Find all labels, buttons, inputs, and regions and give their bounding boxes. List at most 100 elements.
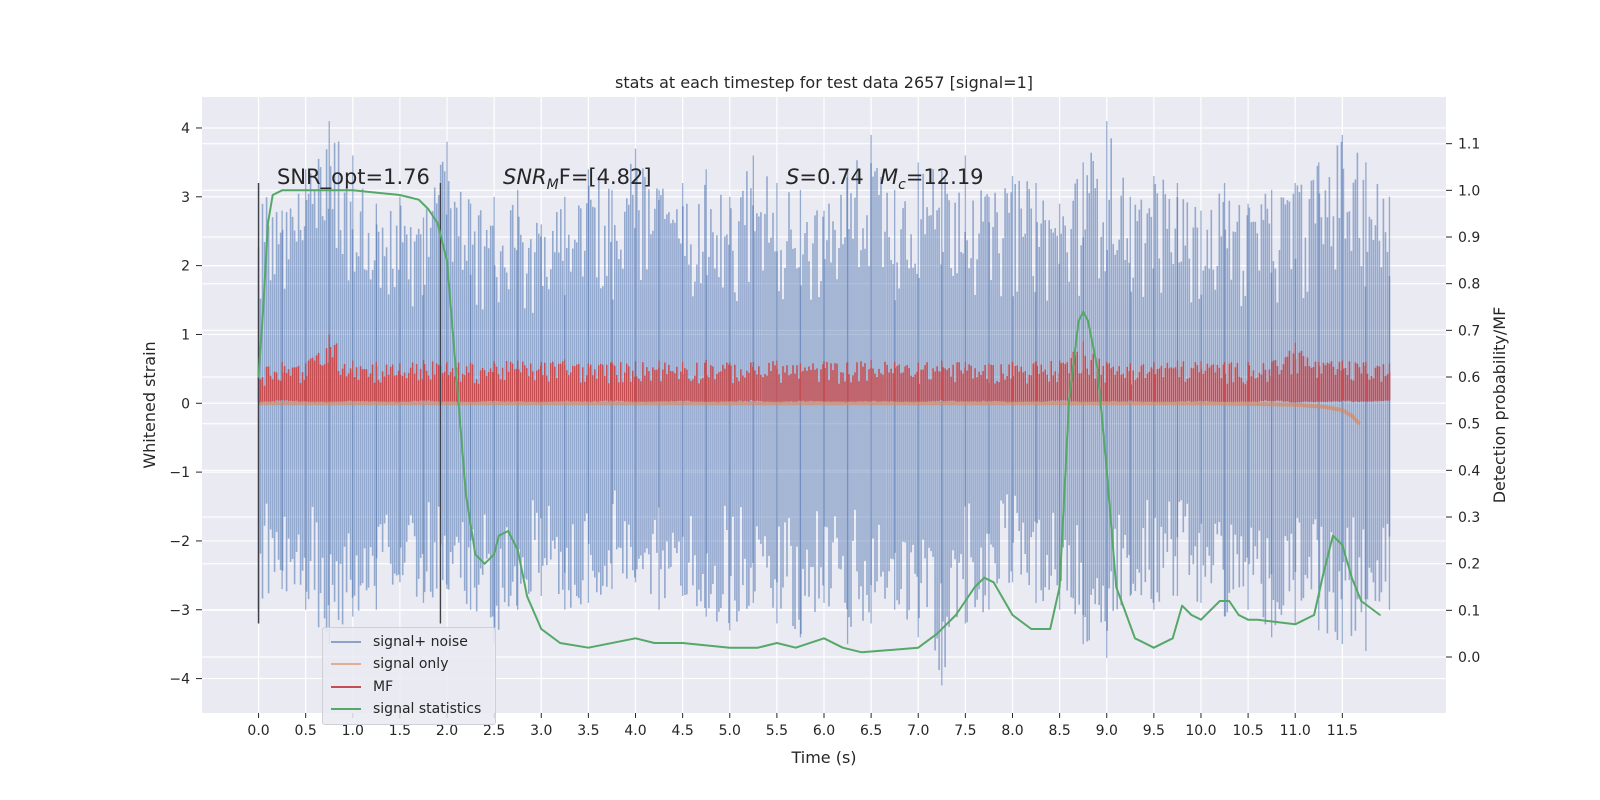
signal-statistics-point-19 [516,548,519,551]
left-tick-label-1: 3 [181,190,190,206]
signal-statistics-point-10 [436,222,439,224]
signal-statistics-point-16 [493,553,495,556]
x-axis-ticks: 0.0 0.5 1.0 1.5 2.0 2.5 3.0 3.5 4.0 4.5 5.0 5.5 6.0 6… [247,713,1358,739]
signal-statistics-point-53 [1171,637,1174,640]
mc-value: =12.19 [906,165,984,189]
signal-statistics-point-20 [526,595,528,598]
left-axis-ticks: 4 3 2 1 0 −1 −2 −3 −4 [169,121,202,688]
x-tick-label-2: 1.0 [342,723,364,739]
signal-statistics-point-30 [794,646,797,649]
x-tick-label-6: 3.0 [530,723,552,739]
right-tick-label-8: 0.3 [1458,510,1480,526]
legend-label-signal-only: signal only [373,656,449,672]
signal-statistics-point-43 [1058,586,1061,588]
signal-statistics-point-9 [427,208,429,210]
signal-statistics-point-64 [1313,614,1315,616]
signal-only-line [258,401,1361,426]
signal-statistics-point-14 [474,553,477,556]
x-tick-label-20: 10.0 [1185,723,1216,739]
signal-statistics-point-17 [498,534,500,537]
signal-statistics-point-0 [257,376,260,378]
signal-statistics-point-24 [634,637,637,640]
signal-statistics-point-8 [417,198,420,201]
legend-swatch-mf [331,686,361,688]
x-tick-label-3: 1.5 [389,723,411,739]
signal-statistics-point-36 [955,614,957,616]
left-tick-label-0: 4 [181,121,190,137]
signal-statistics-point-18 [507,530,510,532]
legend-label-mf: MF [373,679,394,695]
s-annotation: S=0.74 [786,165,864,189]
x-tick-label-13: 6.5 [860,723,882,739]
right-axis-label: Detection probability/MF [1490,307,1509,504]
signal-statistics-point-59 [1228,600,1231,602]
x-tick-label-0: 0.0 [247,723,269,739]
signal-only-point-6 [1350,414,1353,417]
legend-swatch-signal-noise [331,641,361,643]
signal-statistics-point-4 [281,189,283,192]
left-tick-label-6: −2 [169,534,190,550]
s-label: S [786,165,799,189]
signal-statistics-point-66 [1332,534,1334,537]
signal-statistics-point-69 [1360,600,1362,602]
signal-statistics-point-68 [1350,576,1353,579]
x-tick-label-15: 7.5 [954,723,976,739]
signal-only-point-3 [1294,403,1297,406]
legend-item-mf: MF [331,677,393,697]
signal-statistics-point-45 [1077,320,1080,322]
x-tick-label-5: 2.5 [483,723,505,739]
x-tick-label-19: 9.5 [1143,723,1165,739]
x-tick-label-7: 3.5 [577,723,599,739]
signal-statistics-point-55 [1190,614,1193,616]
left-tick-label-7: −3 [169,603,190,619]
signal-statistics-point-26 [681,642,684,644]
signal-statistics-point-12 [455,376,458,378]
mf-series [257,334,1391,403]
signal-only-point-5 [1341,409,1344,411]
signal-statistics-point-42 [1049,628,1051,630]
signal-statistics-point-5 [304,189,307,192]
signal-statistics-point-61 [1247,618,1249,621]
left-tick-label-8: −4 [169,672,190,688]
x-tick-label-18: 9.0 [1096,723,1118,739]
right-axis-ticks: 1.1 1.0 0.9 0.8 0.7 0.6 0.5 0.4 0.3 0.2 0.1 0.0 [1446,137,1480,666]
left-tick-label-4: 0 [181,396,190,412]
s-value: =0.74 [799,165,863,189]
signal-statistics-point-39 [992,581,995,584]
signal-statistics-point-60 [1237,614,1240,616]
snr-mf-subscript: M [547,177,559,193]
legend-swatch-signal-statistics [331,708,361,710]
signal-statistics-point-23 [587,646,590,649]
x-tick-label-21: 10.5 [1233,723,1264,739]
signal-statistics-point-25 [653,642,656,644]
signal-statistics-point-62 [1256,618,1259,621]
right-tick-label-2: 0.9 [1458,230,1480,246]
signal-statistics-point-40 [1011,614,1014,616]
snr-mf-label: SNR [503,165,547,189]
legend-label-signal-statistics: signal statistics [373,701,482,717]
signal-statistics-point-44 [1068,399,1070,402]
x-tick-label-1: 0.5 [295,723,317,739]
x-tick-label-10: 5.0 [719,723,741,739]
signal-statistics-point-28 [757,646,759,649]
signal-statistics-point-3 [271,194,274,196]
signal-statistics-point-57 [1209,609,1212,612]
signal-statistics-point-21 [540,628,543,630]
legend-item-signal-noise: signal+ noise [331,632,468,652]
signal-statistics-point-29 [776,642,778,644]
signal-statistics-point-15 [483,562,486,565]
signal-statistics-point-7 [399,194,401,196]
mc-subscript: c [898,177,906,193]
signal-statistics-point-41 [1030,628,1033,630]
right-tick-label-9: 0.2 [1458,557,1480,573]
mc-annotation: Mc=12.19 [880,165,984,193]
x-tick-label-9: 4.5 [672,723,694,739]
x-tick-label-11: 5.5 [766,723,788,739]
right-tick-label-5: 0.6 [1458,370,1480,386]
signal-statistics-point-54 [1181,604,1183,607]
vertical-markers [257,183,442,624]
signal-statistics-point-6 [351,189,354,192]
signal-statistics-point-31 [823,637,825,640]
legend-item-signal-statistics: signal statistics [331,699,481,719]
